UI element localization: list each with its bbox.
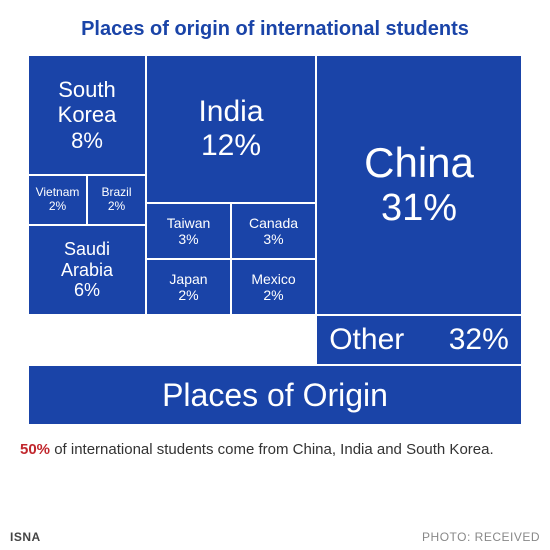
treemap-cell: China31% bbox=[316, 55, 522, 315]
treemap-cell: Saudi Arabia6% bbox=[28, 225, 146, 315]
cell-label: Vietnam bbox=[36, 186, 80, 200]
cell-label: Japan bbox=[169, 271, 207, 287]
cell-value: 31% bbox=[381, 187, 457, 231]
cell-value: 2% bbox=[178, 287, 198, 303]
cell-value: 2% bbox=[263, 287, 283, 303]
treemap-cell: Japan2% bbox=[146, 259, 231, 315]
cell-label: South Korea bbox=[58, 77, 117, 128]
treemap-cell: India12% bbox=[146, 55, 316, 203]
cell-label: Brazil bbox=[101, 186, 131, 200]
treemap-cell: Other 32% bbox=[316, 315, 522, 365]
cell-label: Saudi Arabia bbox=[61, 239, 113, 280]
cell-value: 2% bbox=[108, 200, 125, 214]
treemap-cell: Vietnam2% bbox=[28, 175, 87, 225]
cell-value: 3% bbox=[263, 231, 283, 247]
chart-title-text: Places of origin of international studen… bbox=[81, 18, 469, 40]
cell-label: Mexico bbox=[251, 271, 295, 287]
cell-label: India bbox=[198, 95, 263, 130]
cell-value: 8% bbox=[71, 128, 103, 153]
cell-value: 3% bbox=[178, 231, 198, 247]
cell-label: China bbox=[364, 139, 474, 187]
cell-label: Places of Origin bbox=[162, 377, 388, 414]
cell-value: 2% bbox=[49, 200, 66, 214]
footnote: 50% of international students come from … bbox=[0, 425, 550, 458]
treemap-cell: Places of Origin bbox=[28, 365, 522, 425]
credit-left: ISNA bbox=[10, 530, 41, 544]
cell-label: Other bbox=[329, 323, 404, 358]
cell-value: 32% bbox=[449, 323, 509, 358]
cell-value: 6% bbox=[74, 280, 100, 301]
treemap-cell: Canada3% bbox=[231, 203, 316, 259]
footnote-text: of international students come from Chin… bbox=[50, 441, 494, 458]
credits-bar: ISNA PHOTO: RECEIVED bbox=[0, 530, 550, 544]
treemap-cell: Brazil2% bbox=[87, 175, 146, 225]
credit-right: PHOTO: RECEIVED bbox=[422, 530, 540, 544]
cell-label: Canada bbox=[249, 215, 298, 231]
treemap-chart: South Korea8%India12%China31%Vietnam2%Br… bbox=[28, 55, 522, 425]
treemap-cell: Taiwan3% bbox=[146, 203, 231, 259]
treemap-cell: South Korea8% bbox=[28, 55, 146, 175]
treemap-cell: Mexico2% bbox=[231, 259, 316, 315]
chart-title: Places of origin of international studen… bbox=[0, 0, 550, 55]
cell-value: 12% bbox=[201, 129, 261, 164]
cell-label: Taiwan bbox=[167, 215, 211, 231]
footnote-pct: 50% bbox=[20, 441, 50, 458]
